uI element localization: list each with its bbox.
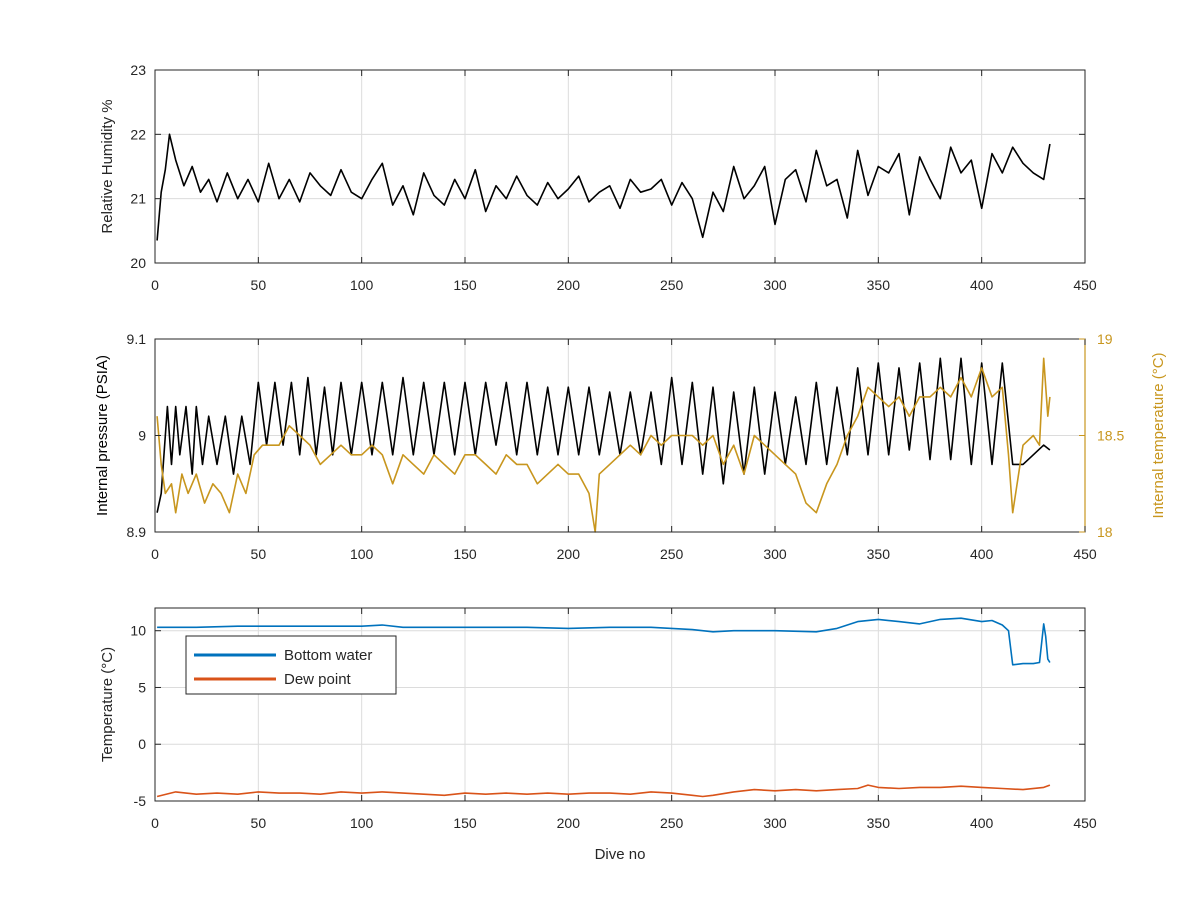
pressure-x-tick-label: 450	[1073, 546, 1097, 562]
humidity-y-tick-label: 23	[130, 62, 146, 78]
pressure-y-tick-label: 9	[138, 428, 146, 444]
temperature-y-tick-label: 5	[138, 679, 146, 695]
pressure-x-tick-label: 200	[557, 546, 581, 562]
humidity-x-tick-label: 450	[1073, 277, 1097, 293]
dive-no-x-label: Dive no	[595, 846, 646, 863]
pressure-y2-tick-label: 19	[1097, 331, 1113, 347]
pressure-x-tick-label: 100	[350, 546, 374, 562]
humidity-y-tick-label: 21	[130, 191, 146, 207]
temperature-x-tick-label: 450	[1073, 815, 1097, 831]
humidity-x-tick-label: 50	[251, 277, 267, 293]
pressure-x-tick-label: 400	[970, 546, 994, 562]
humidity-y-tick-label: 22	[130, 126, 146, 142]
temperature-y-label: Temperature (°C)	[99, 647, 116, 762]
temperature-x-tick-label: 350	[867, 815, 891, 831]
temperature-x-tick-label: 400	[970, 815, 994, 831]
humidity-x-tick-label: 150	[453, 277, 477, 293]
humidity-x-tick-label: 100	[350, 277, 374, 293]
humidity-panel: 0 50 100 150 200 250 300 350 400 450 20 21 22 23 Rela…	[99, 62, 1097, 293]
humidity-x-tick-label: 250	[660, 277, 684, 293]
pressure-y-tick-label: 9.1	[127, 331, 147, 347]
temperature-x-tick-label: 200	[557, 815, 581, 831]
legend-label-dew-point: Dew point	[284, 671, 352, 688]
humidity-y-label: Relative Humidity %	[99, 99, 116, 233]
temperature-x-tick-label: 250	[660, 815, 684, 831]
internal-temperature-y2-label: Internal temperature (°C)	[1150, 352, 1167, 518]
temperature-x-tick-label: 0	[151, 815, 159, 831]
humidity-x-tick-label: 300	[763, 277, 787, 293]
humidity-x-tick-label: 0	[151, 277, 159, 293]
legend-item-dew-point: Dew point	[194, 671, 352, 688]
pressure-x-tick-label: 0	[151, 546, 159, 562]
pressure-x-tick-label: 50	[251, 546, 267, 562]
pressure-x-tick-label: 300	[763, 546, 787, 562]
pressure-y2-tick-label: 18	[1097, 524, 1113, 540]
humidity-x-tick-label: 200	[557, 277, 581, 293]
temperature-x-tick-label: 50	[251, 815, 267, 831]
legend-item-bottom-water: Bottom water	[194, 647, 372, 664]
temperature-legend: Bottom water Dew point	[185, 635, 397, 695]
temperature-x-tick-label: 150	[453, 815, 477, 831]
pressure-y-label: Internal pressure (PSIA)	[94, 355, 111, 516]
humidity-x-tick-label: 350	[867, 277, 891, 293]
series-line-humidity	[156, 133, 1051, 241]
temperature-y-tick-label: -5	[134, 793, 147, 809]
series-line-dew-point	[156, 784, 1051, 798]
temperature-x-tick-label: 300	[763, 815, 787, 831]
humidity-y-tick-label: 20	[130, 255, 146, 271]
series-line-bottom-water	[157, 617, 1051, 666]
pressure-y2-tick-label: 18.5	[1097, 428, 1124, 444]
temperature-x-tick-label: 100	[350, 815, 374, 831]
humidity-x-tick-label: 400	[970, 277, 994, 293]
pressure-y-tick-label: 8.9	[127, 524, 147, 540]
temperature-y-tick-label: 0	[138, 736, 146, 752]
pressure-x-tick-label: 250	[660, 546, 684, 562]
pressure-temperature-panel: 0 50 100 150 200 250 300 350 400 450 8.9 9 9.1 18 18.5…	[94, 331, 1167, 562]
series-line-pressure	[156, 357, 1051, 513]
legend-label-bottom-water: Bottom water	[284, 647, 372, 664]
pressure-x-tick-label: 350	[867, 546, 891, 562]
temperature-y-tick-label: 10	[130, 623, 146, 639]
pressure-x-tick-label: 150	[453, 546, 477, 562]
